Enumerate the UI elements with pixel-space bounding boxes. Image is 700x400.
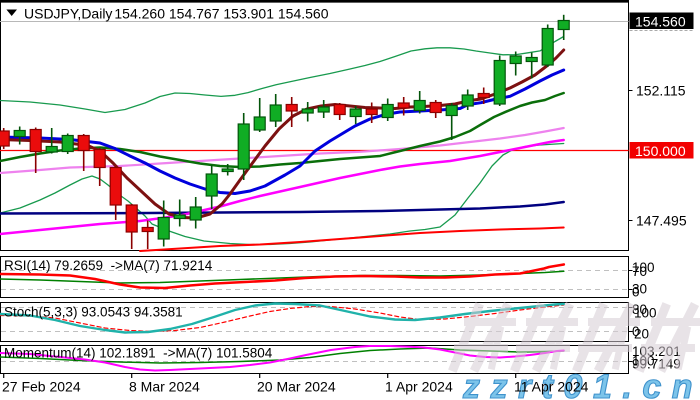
svg-text:0: 0 <box>632 324 640 339</box>
svg-text:154.260 154.767 153.901 154.56: 154.260 154.767 153.901 154.560 <box>114 5 328 21</box>
svg-text:100: 100 <box>634 306 657 321</box>
svg-text:154.560: 154.560 <box>635 14 686 30</box>
svg-text:11 Apr 2024: 11 Apr 2024 <box>514 379 589 395</box>
svg-text:zzrt01.cn: zzrt01.cn <box>462 368 700 400</box>
svg-text:152.115: 152.115 <box>636 82 686 98</box>
svg-text:20: 20 <box>634 327 649 342</box>
svg-text:27 Feb 2024: 27 Feb 2024 <box>2 379 81 395</box>
svg-text:20 Mar 2024: 20 Mar 2024 <box>257 379 336 395</box>
svg-text:80: 80 <box>632 302 647 317</box>
svg-text:USDJPY,Daily: USDJPY,Daily <box>24 5 112 21</box>
svg-text:0: 0 <box>632 285 640 300</box>
svg-text:1 Apr 2024: 1 Apr 2024 <box>385 379 453 395</box>
svg-text:RSI(14) 79.2659 ->MA(7) 71.92: RSI(14) 79.2659 ->MA(7) 71.9214 <box>4 258 213 273</box>
svg-text:Momentum(14) 102.1891 ->MA(7): Momentum(14) 102.1891 ->MA(7) 101.5804 <box>4 346 273 361</box>
svg-text:70: 70 <box>632 264 647 279</box>
svg-text:Stoch(5,3,3) 93.0543 94.3581: Stoch(5,3,3) 93.0543 94.3581 <box>4 305 183 320</box>
svg-text:150.000: 150.000 <box>635 143 686 159</box>
svg-text:8 Mar 2024: 8 Mar 2024 <box>129 379 200 395</box>
svg-text:30: 30 <box>632 282 647 297</box>
svg-text:147.495: 147.495 <box>636 212 687 228</box>
svg-text:100: 100 <box>632 260 655 275</box>
